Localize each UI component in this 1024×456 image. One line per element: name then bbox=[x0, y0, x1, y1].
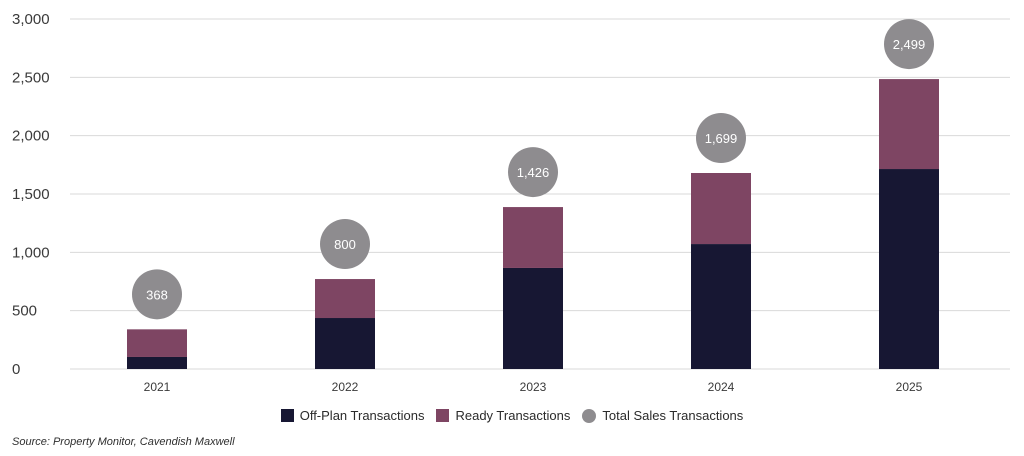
y-tick-label: 1,500 bbox=[12, 186, 50, 203]
bar-off-plan bbox=[879, 169, 939, 369]
total-label: 1,699 bbox=[705, 131, 738, 146]
y-tick-label: 3,000 bbox=[12, 11, 50, 28]
y-tick-label: 0 bbox=[12, 361, 20, 378]
x-tick-label: 2024 bbox=[708, 380, 735, 394]
source-note: Source: Property Monitor, Cavendish Maxw… bbox=[12, 436, 235, 448]
bar-off-plan bbox=[315, 318, 375, 369]
total-label: 2,499 bbox=[893, 37, 926, 52]
legend-swatch-total bbox=[582, 408, 597, 423]
x-axis-ticks: 2021 2022 2023 2024 2025 bbox=[144, 380, 923, 394]
legend: Off-Plan Transactions Ready Transactions… bbox=[0, 408, 1024, 423]
x-tick-label: 2022 bbox=[332, 380, 359, 394]
legend-swatch-ready bbox=[436, 409, 450, 422]
y-tick-label: 2,500 bbox=[12, 69, 50, 86]
bar-ready bbox=[879, 79, 939, 170]
x-tick-label: 2023 bbox=[520, 380, 547, 394]
y-axis-ticks: 0 500 1,000 1,500 2,000 2,500 3,000 bbox=[12, 11, 50, 378]
total-markers: 368 800 1,426 1,699 2,499 bbox=[132, 19, 934, 320]
y-tick-label: 1,000 bbox=[12, 244, 50, 261]
bar-off-plan bbox=[691, 244, 751, 369]
bar-ready bbox=[127, 329, 187, 357]
x-tick-label: 2025 bbox=[896, 380, 923, 394]
legend-item-total: Total Sales Transactions bbox=[582, 408, 743, 423]
total-label: 800 bbox=[334, 237, 356, 252]
bar-off-plan bbox=[127, 356, 187, 369]
legend-label-off-plan: Off-Plan Transactions bbox=[299, 408, 425, 423]
bar-ready bbox=[691, 173, 751, 245]
total-marker bbox=[320, 219, 370, 270]
bar-off-plan bbox=[503, 267, 563, 369]
y-tick-label: 500 bbox=[12, 303, 37, 320]
legend-swatch-off-plan bbox=[280, 409, 294, 422]
total-marker bbox=[696, 113, 746, 163]
legend-label-ready: Ready Transactions bbox=[455, 408, 571, 423]
total-label: 1,426 bbox=[517, 165, 550, 180]
y-tick-label: 2,000 bbox=[12, 128, 50, 145]
stacked-bar-chart: 0 500 1,000 1,500 2,000 2,500 3,000 368 800 1,42… bbox=[12, 11, 1010, 394]
total-marker bbox=[132, 269, 182, 320]
bar-ready bbox=[315, 279, 375, 319]
bars bbox=[127, 79, 939, 369]
x-tick-label: 2021 bbox=[144, 380, 171, 394]
total-marker bbox=[884, 19, 934, 70]
total-marker bbox=[508, 147, 558, 198]
bar-ready bbox=[503, 207, 563, 268]
legend-label-total: Total Sales Transactions bbox=[602, 408, 744, 423]
total-label: 368 bbox=[146, 287, 168, 302]
legend-item-off-plan: Off-Plan Transactions bbox=[280, 408, 425, 423]
legend-item-ready: Ready Transactions bbox=[436, 408, 570, 423]
